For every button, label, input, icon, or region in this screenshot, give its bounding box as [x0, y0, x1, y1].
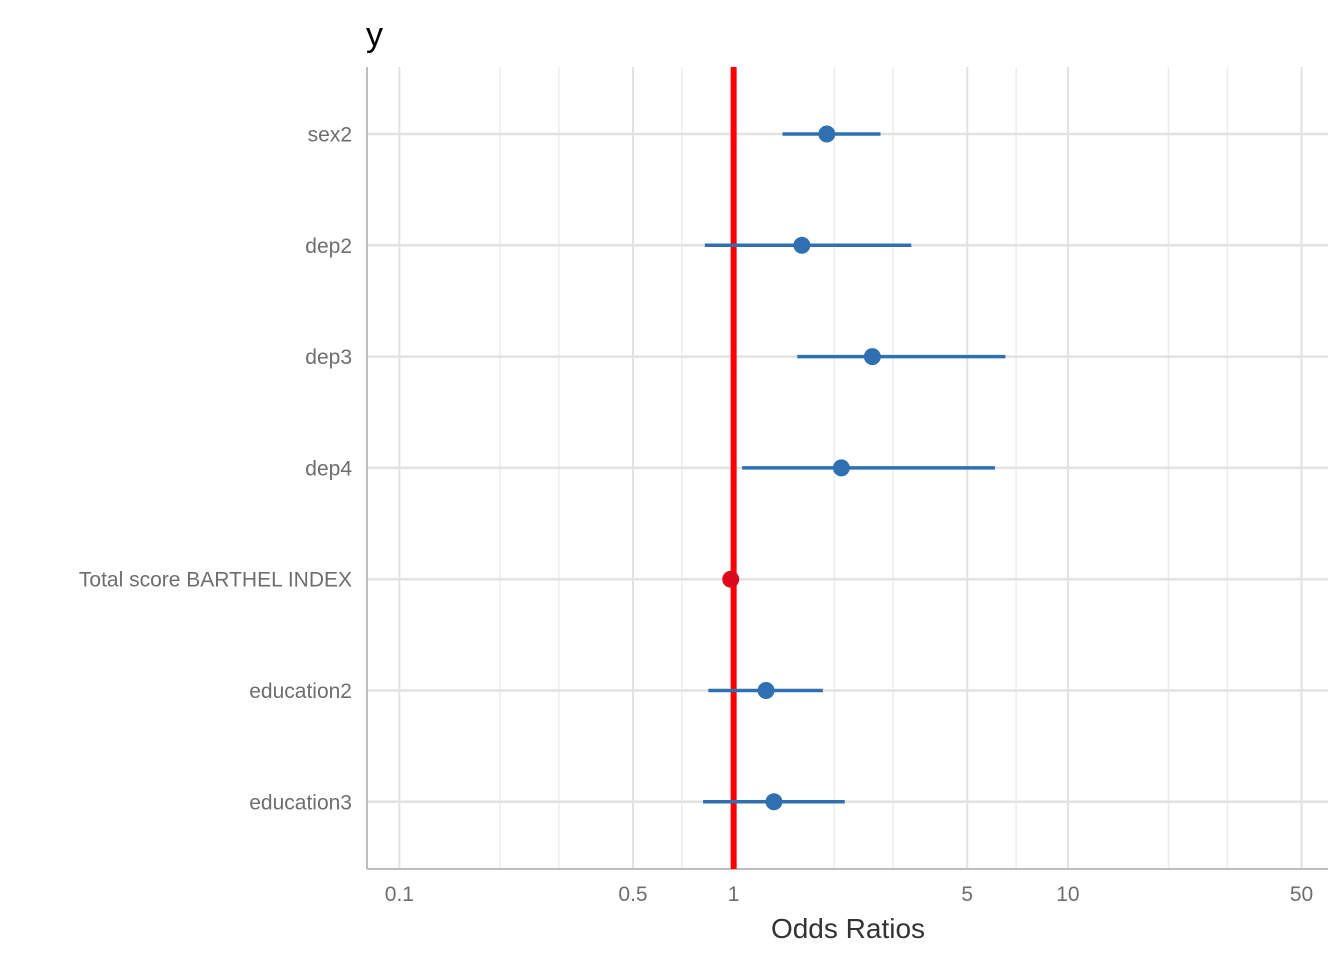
y-tick-label: Total score BARTHEL INDEX — [79, 569, 352, 592]
chart-title: y — [366, 16, 383, 54]
estimate-point — [722, 570, 740, 588]
y-tick-label: education3 — [249, 791, 352, 814]
y-tick-label: dep2 — [305, 235, 352, 258]
y-tick-label: sex2 — [308, 124, 352, 147]
y-tick-labels: sex2 dep2 dep3 dep4 Total score BARTHEL INDE… — [79, 124, 352, 815]
estimate-point — [765, 793, 783, 811]
x-axis-label: Odds Ratios — [771, 913, 925, 944]
x-tick-labels: 0.1 0.5 1 5 10 50 — [385, 883, 1313, 906]
estimate-point — [863, 348, 881, 366]
estimate-point — [832, 459, 850, 477]
y-tick-label: education2 — [249, 680, 352, 703]
x-tick-label: 1 — [728, 883, 740, 906]
estimate-point — [818, 125, 836, 143]
y-tick-label: dep4 — [305, 457, 352, 480]
x-tick-label: 0.1 — [385, 883, 414, 906]
estimate-point — [793, 236, 811, 254]
x-tick-label: 0.5 — [618, 883, 647, 906]
estimate-marks — [703, 125, 1006, 811]
x-tick-label: 5 — [961, 883, 973, 906]
estimate-point — [757, 682, 775, 699]
x-tick-label: 50 — [1290, 883, 1313, 906]
x-tick-label: 10 — [1056, 883, 1079, 906]
y-tick-label: dep3 — [305, 346, 352, 369]
